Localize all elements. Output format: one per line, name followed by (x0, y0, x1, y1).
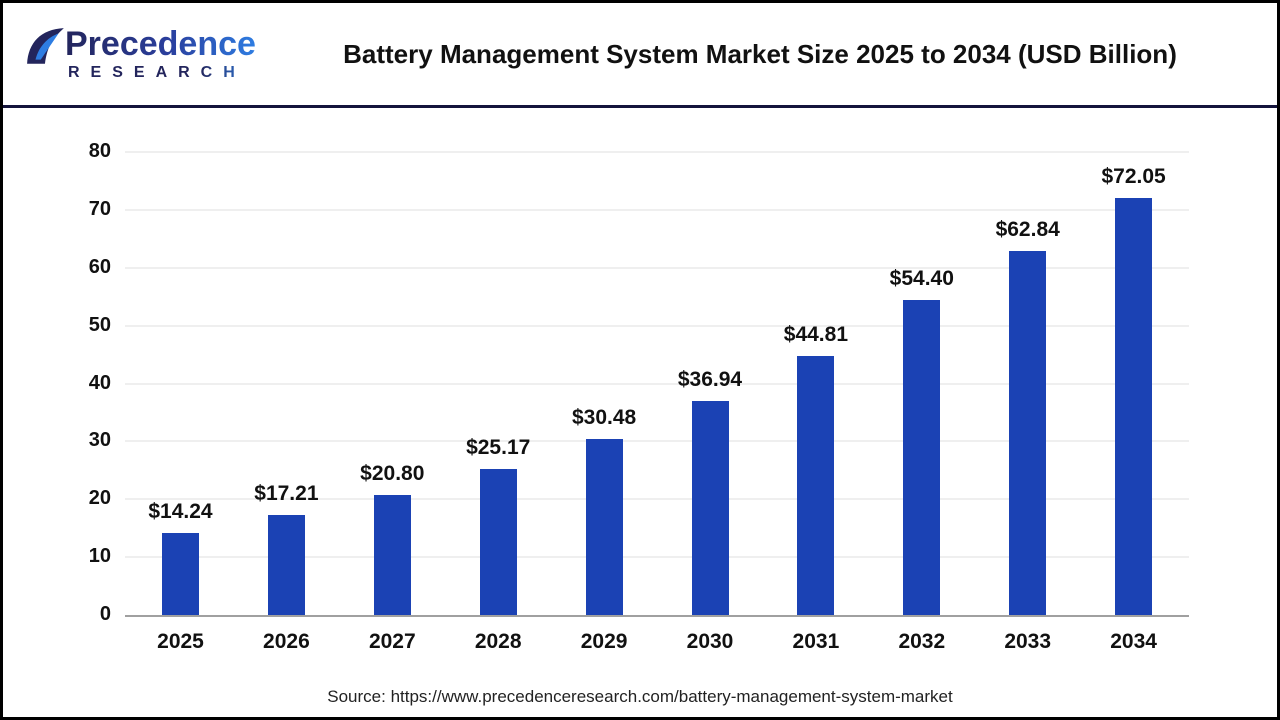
bar-2034 (1115, 198, 1153, 615)
x-axis-tick-label-2033: 2033 (1004, 630, 1052, 653)
header: Precedence RESEARCH Battery Management S… (3, 3, 1277, 105)
y-axis-tick-label-50: 50 (88, 313, 111, 336)
bar-2029 (585, 438, 623, 615)
bar-value-label-2033: $62.84 (995, 218, 1060, 242)
bar-value-label-2025: $14.24 (148, 499, 213, 523)
y-axis-tick-label-10: 10 (88, 545, 111, 568)
gridline-70 (125, 208, 1189, 211)
x-axis-tick-label-2027: 2027 (368, 630, 416, 653)
x-axis-tick-label-2031: 2031 (792, 630, 840, 653)
gridline-60 (125, 266, 1189, 269)
y-axis-tick-label-20: 20 (88, 487, 111, 510)
gridline-20 (125, 498, 1189, 501)
y-axis-tick-label-80: 80 (88, 140, 111, 162)
bar-value-label-2028: $25.17 (466, 436, 531, 460)
logo-leaf-icon (27, 28, 64, 64)
y-axis-tick-label-60: 60 (88, 255, 111, 278)
bar-2031 (797, 355, 835, 615)
source-text: Source: https://www.precedenceresearch.c… (327, 687, 953, 706)
y-axis-tick-label-70: 70 (88, 197, 111, 220)
gridline-50 (125, 324, 1189, 327)
x-axis-tick-label-2030: 2030 (686, 630, 734, 653)
bar-value-label-2026: $17.21 (254, 482, 319, 506)
x-axis-tick-label-2026: 2026 (263, 630, 310, 653)
gridline-10 (125, 556, 1189, 559)
bar-value-label-2029: $30.48 (571, 405, 637, 429)
bar-value-label-2031: $44.81 (783, 322, 849, 346)
bar-value-label-2032: $54.40 (889, 267, 954, 291)
bar-2032 (903, 300, 941, 615)
x-axis-tick-label-2025: 2025 (157, 630, 204, 653)
gridline-30 (125, 440, 1189, 443)
gridline-40 (125, 382, 1189, 385)
chart-section: 0 10 20 30 40 50 60 70 80 $14.24 2025 $17.21 2026 $20… (3, 108, 1277, 717)
y-axis-tick-label-30: 30 (88, 429, 111, 452)
precedence-research-logo: Precedence RESEARCH (25, 27, 275, 81)
chart-title: Battery Management System Market Size 20… (343, 38, 1177, 69)
logo-wordmark: Precedence (65, 25, 256, 63)
bar-value-label-2030: $36.94 (677, 368, 743, 392)
bar-2028 (479, 469, 517, 615)
bar-value-label-2027: $20.80 (360, 461, 425, 485)
logo-subtitle: RESEARCH (68, 65, 256, 81)
plot-area: 0 10 20 30 40 50 60 70 80 $14.24 2025 $17.21 2026 $20… (89, 141, 1189, 652)
x-axis-tick-label-2028: 2028 (474, 630, 522, 653)
bar-2030 (691, 401, 729, 615)
x-axis-tick-label-2029: 2029 (580, 630, 628, 653)
bar-2026 (267, 515, 305, 615)
x-axis-tick-label-2032: 2032 (898, 630, 946, 653)
logo-text: Precedence RESEARCH (65, 27, 256, 81)
bar-2033 (1009, 251, 1047, 615)
y-axis-tick-label-0: 0 (99, 603, 111, 625)
y-axis-tick-label-40: 40 (88, 371, 111, 394)
bar-2027 (373, 494, 411, 615)
bar-value-label-2034: $72.05 (1101, 165, 1166, 189)
gridline-80 (125, 151, 1189, 153)
bar-2025 (162, 532, 199, 615)
header-divider (3, 105, 1277, 108)
x-axis-tick-label-2034: 2034 (1110, 630, 1157, 653)
